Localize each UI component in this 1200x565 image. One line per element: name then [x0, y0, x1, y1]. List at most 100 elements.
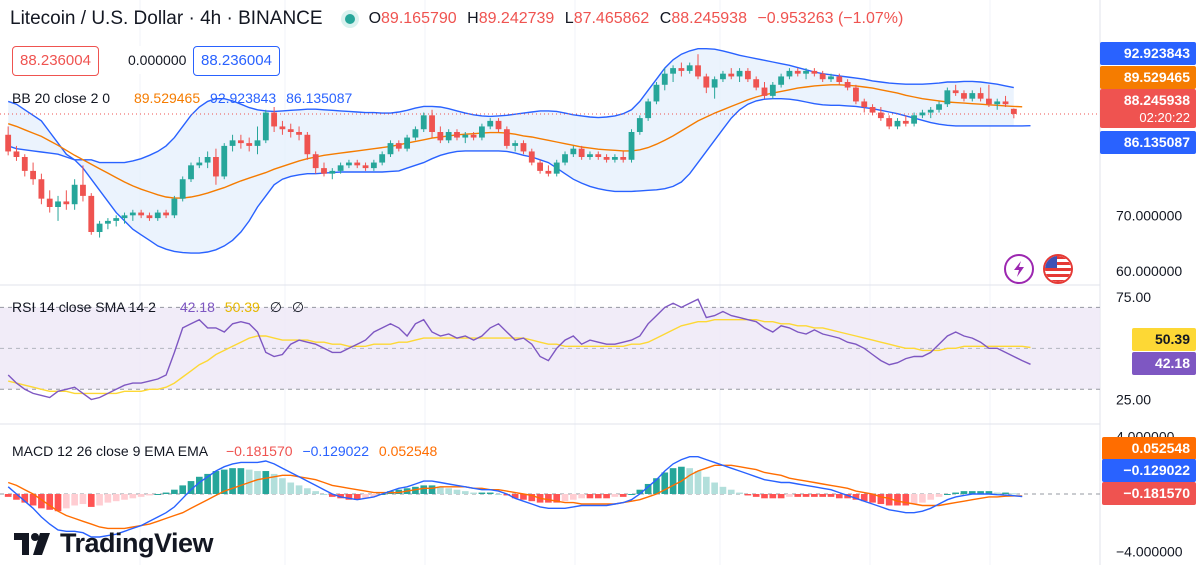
candle-body [462, 134, 469, 138]
candle-body [595, 154, 602, 157]
candle [271, 107, 278, 132]
candle-body [354, 162, 361, 166]
macd-histogram-bar [811, 494, 818, 497]
macd-signal-line [7, 464, 1023, 530]
macd-legend[interactable]: MACD 12 26 close 9 EMA EMA −0.181570 −0.… [12, 443, 443, 459]
macd-histogram-bar [104, 494, 112, 503]
candle [138, 209, 145, 219]
candle-body [886, 118, 893, 127]
sell-button[interactable]: 88.236004 [12, 46, 99, 76]
title-separator-2: · [221, 8, 239, 29]
tradingview-logo[interactable]: TradingView [14, 528, 214, 559]
symbol-name[interactable]: Litecoin / U.S. Dollar [10, 8, 184, 29]
timeframe[interactable]: 4h [200, 8, 222, 29]
macd-histogram-bar [395, 489, 403, 494]
macd-histogram-bar [79, 494, 87, 505]
last-price-badge: 88.245938 [1100, 89, 1196, 112]
macd-histogram-bar [453, 489, 461, 494]
macd-histogram-bar [112, 494, 120, 502]
candle [196, 157, 203, 169]
macd-histogram-bar [794, 494, 802, 497]
candle-body [1010, 108, 1017, 114]
candle [71, 179, 78, 210]
bb-legend[interactable]: BB 20 close 2 0 89.529465 92.923843 86.1… [12, 90, 358, 106]
bb-basis-badge: 89.529465 [1100, 66, 1196, 89]
macd-histogram-bar [520, 494, 527, 500]
rsi-extra-1: ∅ [269, 299, 282, 315]
candle [1010, 108, 1017, 119]
bb-lower-badge: 86.135087 [1100, 131, 1196, 154]
candle [728, 68, 735, 80]
candle [628, 129, 635, 163]
macd-histogram-bar [204, 473, 211, 494]
candle [720, 70, 726, 82]
candle-body [703, 76, 710, 88]
candle [828, 73, 834, 82]
candle-body [911, 115, 918, 124]
candle [329, 168, 336, 180]
candle-body [30, 170, 36, 180]
candle-body [952, 90, 959, 94]
candle [678, 62, 685, 77]
candle [454, 129, 460, 141]
candle-body [977, 93, 984, 99]
rsi-legend[interactable]: RSI 14 close SMA 14 2 42.18 50.39 ∅ ∅ [12, 299, 310, 316]
candle-body [296, 132, 302, 135]
us-flag-icon[interactable] [1043, 254, 1073, 284]
candle-body [96, 223, 103, 232]
bb-upper-line [7, 48, 1014, 164]
candle-body [487, 120, 494, 127]
lightning-bolt-icon[interactable] [1004, 254, 1034, 284]
candle [171, 195, 178, 219]
macd-histogram-bar [603, 494, 610, 499]
macd-histogram-bar [154, 494, 162, 495]
macd-histogram-bar [478, 492, 486, 494]
macd-histogram-bar [187, 481, 195, 494]
macd-histogram-bar [461, 491, 469, 494]
macd-histogram-bar [270, 473, 278, 494]
candle-body [362, 165, 369, 169]
candle [553, 159, 560, 177]
candle-body [861, 101, 868, 107]
candle [287, 123, 294, 138]
macd-histogram-bar [902, 494, 910, 506]
candle-body [154, 212, 161, 219]
macd-histogram-bar [594, 494, 602, 499]
candle [13, 145, 20, 161]
candle [620, 151, 627, 163]
macd-histogram-bar [21, 494, 29, 503]
candle [470, 132, 477, 141]
price-pane[interactable] [0, 48, 1100, 254]
macd-histogram-bar [977, 491, 984, 494]
macd-histogram-bar [935, 494, 943, 497]
candle-body [528, 151, 535, 163]
candle [96, 220, 103, 238]
candle-body [337, 165, 344, 171]
candle-body [786, 70, 793, 77]
candle [121, 212, 128, 224]
candle-body [129, 212, 136, 216]
candle-body [221, 145, 228, 177]
candle [1002, 95, 1009, 107]
candle [179, 176, 186, 202]
candle [229, 134, 236, 152]
macd-histogram-bar [137, 494, 145, 497]
buy-button[interactable]: 88.236004 [193, 46, 280, 76]
candle-body [479, 126, 485, 138]
macd-histogram-bar [254, 471, 261, 494]
macd-pane[interactable] [0, 456, 1100, 538]
candle-body [686, 65, 693, 71]
macd-histogram-bar [919, 494, 926, 503]
candle [395, 140, 402, 152]
candle-body [279, 126, 286, 130]
rsi-pane[interactable] [0, 298, 1100, 401]
macd-line [7, 456, 1023, 538]
candle [952, 84, 959, 96]
price-tick-label: 60.000000 [1116, 263, 1182, 279]
candle [296, 126, 302, 141]
exchange-name[interactable]: BINANCE [238, 8, 323, 29]
candle [977, 87, 984, 102]
macd-histogram-bar [1002, 492, 1009, 494]
macd-histogram-bar [819, 494, 827, 497]
